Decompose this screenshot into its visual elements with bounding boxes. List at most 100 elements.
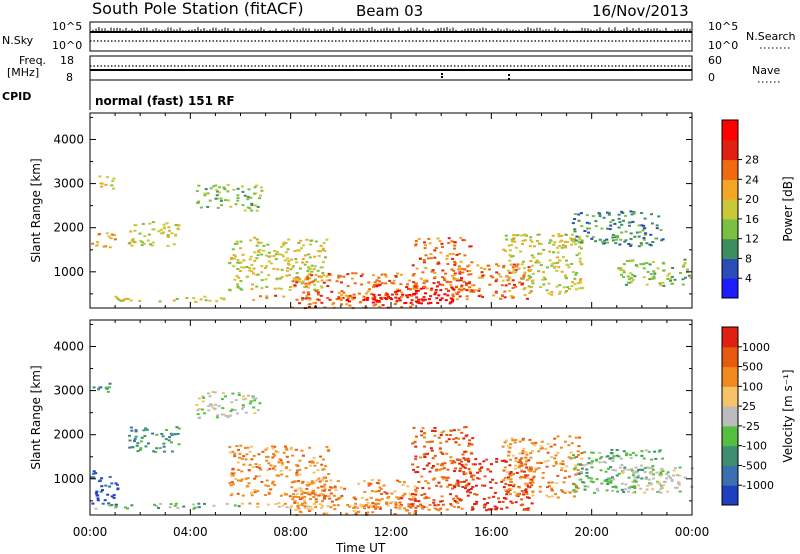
- echo-cell: [538, 485, 542, 488]
- echo-cell: [320, 286, 324, 289]
- echo-cell: [279, 494, 283, 497]
- echo-cell: [297, 480, 301, 483]
- echo-cell: [303, 501, 307, 504]
- echo-cell: [681, 278, 685, 281]
- echo-cell: [240, 478, 244, 481]
- echo-cell: [473, 289, 477, 292]
- echo-cell: [98, 479, 102, 482]
- echo-cell: [620, 223, 624, 226]
- echo-cell: [546, 486, 549, 489]
- echo-cell: [230, 408, 234, 411]
- echo-cell: [94, 507, 98, 510]
- echo-cell: [624, 488, 628, 491]
- echo-cell: [332, 504, 336, 507]
- echo-cell: [420, 434, 424, 437]
- echo-cell: [312, 302, 316, 305]
- date-label: 16/Nov/2013: [592, 2, 689, 20]
- echo-cell: [539, 462, 543, 464]
- echo-cell: [390, 293, 394, 296]
- echo-cell: [503, 290, 507, 293]
- echo-cell: [139, 440, 143, 443]
- echo-cell: [312, 482, 316, 485]
- echo-cell: [524, 488, 528, 491]
- echo-cell: [669, 476, 672, 479]
- echo-cell: [598, 457, 602, 460]
- echo-cell: [622, 276, 626, 278]
- echo-cell: [384, 292, 388, 295]
- echo-cell: [587, 222, 591, 225]
- echo-cell: [299, 247, 303, 250]
- echo-cell: [509, 443, 513, 446]
- echo-cell: [375, 506, 379, 509]
- echo-cell: [140, 241, 144, 244]
- echo-cell: [301, 502, 304, 505]
- echo-cell: [643, 467, 647, 470]
- echo-cell: [629, 485, 633, 488]
- echo-cell: [203, 295, 207, 298]
- echo-cell: [206, 192, 210, 195]
- nave-outlier: [508, 74, 510, 76]
- echo-cell: [340, 290, 344, 293]
- echo-cell: [240, 266, 244, 269]
- echo-cell: [550, 489, 554, 492]
- echo-cell: [296, 276, 300, 279]
- echo-cell: [424, 480, 428, 483]
- colorbar-swatch: [722, 425, 738, 447]
- echo-cell: [645, 488, 649, 491]
- echo-cell: [526, 476, 530, 479]
- colorbar-swatch: [722, 278, 738, 299]
- echo-cell: [337, 497, 341, 499]
- colorbar-swatch: [722, 258, 738, 279]
- echo-cell: [586, 485, 590, 488]
- echo-cell: [522, 234, 525, 237]
- echo-cell: [564, 234, 568, 236]
- echo-cell: [409, 301, 413, 304]
- echo-cell: [110, 482, 114, 485]
- echo-cell: [147, 233, 151, 236]
- echo-cell: [622, 271, 626, 274]
- echo-cell: [639, 242, 643, 245]
- echo-cell: [441, 477, 445, 480]
- x-tick-label: 12:00: [374, 525, 409, 539]
- echo-cell: [485, 458, 489, 461]
- echo-cell: [316, 280, 320, 283]
- echo-cell: [408, 498, 412, 501]
- echo-cell: [328, 298, 332, 301]
- echo-cell: [610, 448, 614, 451]
- echo-cell: [295, 298, 299, 301]
- echo-cell: [609, 221, 613, 224]
- freq-tick-high: 18: [60, 54, 74, 67]
- echo-cell: [454, 467, 458, 470]
- echo-cell: [361, 273, 365, 276]
- echo-cell: [642, 276, 646, 279]
- echo-cell: [316, 486, 320, 489]
- echo-cell: [209, 187, 213, 190]
- echo-cell: [211, 391, 215, 393]
- echo-cell: [421, 427, 425, 430]
- echo-cell: [282, 255, 285, 258]
- echo-cell: [629, 232, 633, 235]
- echo-cell: [445, 452, 449, 455]
- echo-cell: [217, 191, 221, 194]
- echo-cell: [558, 259, 562, 262]
- nsearch-tick-low: 10^0: [708, 39, 738, 52]
- colorbar-label: Velocity [m s⁻¹]: [781, 369, 795, 462]
- echo-cell: [377, 482, 380, 485]
- echo-cell: [654, 457, 658, 460]
- echo-cell: [527, 459, 531, 462]
- echo-cell: [526, 509, 530, 511]
- echo-cell: [369, 504, 373, 507]
- echo-cell: [542, 248, 546, 251]
- echo-cell: [94, 472, 98, 475]
- echo-cell: [626, 281, 630, 284]
- echo-cell: [569, 456, 573, 459]
- echo-cell: [168, 506, 172, 509]
- echo-cell: [425, 280, 429, 283]
- echo-cell: [466, 265, 470, 268]
- echo-cell: [423, 455, 427, 458]
- echo-cell: [572, 489, 576, 492]
- echo-cell: [530, 264, 534, 267]
- echo-cell: [628, 453, 632, 456]
- echo-cell: [591, 236, 595, 238]
- echo-cell: [251, 395, 255, 398]
